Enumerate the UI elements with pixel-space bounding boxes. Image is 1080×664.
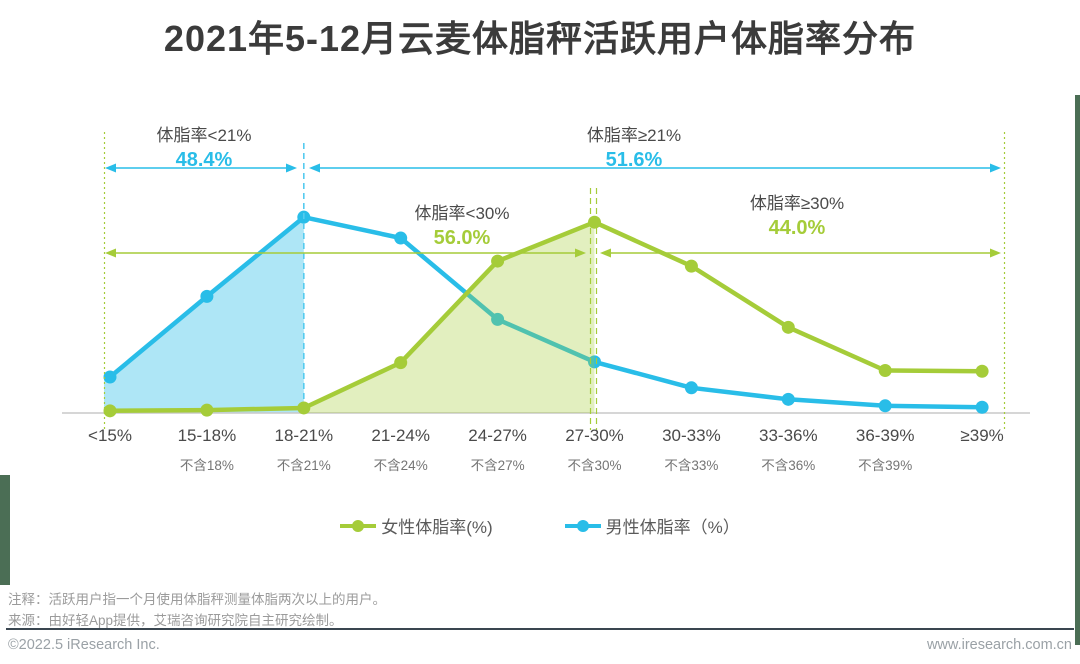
female-point bbox=[588, 215, 601, 229]
note-definition: 注释：活跃用户指一个月使用体脂秤测量体脂两次以上的用户。 bbox=[8, 592, 386, 607]
x-axis-label: 24-27% bbox=[468, 426, 527, 445]
annotation-male-gte21: 体脂率≥21% 51.6% bbox=[587, 121, 681, 172]
x-axis-label: <15% bbox=[88, 426, 132, 445]
annotation-value: 44.0% bbox=[768, 217, 826, 239]
chart-legend: 女性体脂率(%) 男性体脂率（%） bbox=[0, 513, 1080, 538]
annotation-value: 56.0% bbox=[433, 227, 491, 249]
annotation-label: 体脂率≥30% bbox=[749, 194, 845, 213]
x-axis-label: 18-21% bbox=[274, 426, 334, 445]
female-lt30-range-arrow-head bbox=[575, 248, 586, 258]
x-axis-sublabel: 不含33% bbox=[664, 458, 719, 473]
copyright-text: ©2022.5 iResearch Inc. bbox=[8, 637, 160, 653]
female-gte30-range-arrow-head bbox=[990, 248, 1001, 258]
male-point bbox=[781, 392, 795, 406]
female-line bbox=[107, 219, 985, 414]
right-edge-artifact bbox=[1075, 95, 1080, 645]
female-point bbox=[103, 404, 117, 418]
x-axis-sublabel: 不含39% bbox=[858, 458, 913, 473]
x-axis-label: 30-33% bbox=[662, 426, 721, 445]
male-point bbox=[200, 289, 214, 303]
annotation-male-lt21: 体脂率<21% 48.4% bbox=[157, 121, 252, 172]
annotation-label: 体脂率<30% bbox=[414, 204, 510, 223]
legend-item-female: 女性体脂率(%) bbox=[340, 513, 493, 538]
x-axis-sublabel: 不含27% bbox=[470, 458, 525, 473]
female-point bbox=[200, 403, 214, 417]
footer-divider bbox=[6, 628, 1074, 630]
x-axis-sublabel: 不含18% bbox=[179, 458, 234, 473]
left-edge-artifact bbox=[0, 475, 10, 585]
male-point bbox=[103, 370, 117, 384]
male-point bbox=[975, 400, 989, 414]
male-point bbox=[878, 399, 892, 413]
x-axis-sublabel: 不含36% bbox=[761, 458, 816, 473]
x-axis-label: 33-36% bbox=[758, 426, 818, 445]
female-series-marker-icon bbox=[340, 519, 377, 532]
male-point bbox=[394, 231, 408, 245]
legend-label-male: 男性体脂率（%） bbox=[605, 518, 740, 537]
x-axis-sublabel: 不含30% bbox=[567, 458, 622, 473]
annotation-value: 51.6% bbox=[605, 149, 663, 171]
male-lt21-range-arrow-head bbox=[286, 163, 297, 173]
x-axis-label: 27-30% bbox=[565, 426, 624, 445]
annotation-value: 48.4% bbox=[175, 149, 233, 171]
male-lt21-range-arrow-head bbox=[105, 163, 116, 173]
female-lt30-range-arrow-head bbox=[105, 248, 116, 258]
female-point bbox=[878, 364, 892, 378]
annotation-female-gte30: 体脂率≥30% 44.0% bbox=[750, 189, 844, 240]
male-area-fill bbox=[104, 217, 304, 413]
note-source: 来源：由好轻App提供，艾瑞咨询研究院自主研究绘制。 bbox=[8, 613, 343, 628]
female-point bbox=[684, 259, 698, 273]
page-title: 2021年5-12月云麦体脂秤活跃用户体脂率分布 bbox=[163, 18, 917, 59]
legend-item-male: 男性体脂率（%） bbox=[564, 513, 740, 538]
annotation-label: 体脂率≥21% bbox=[586, 126, 682, 145]
female-point bbox=[297, 401, 311, 415]
female-point bbox=[781, 320, 795, 334]
female-point bbox=[975, 364, 989, 378]
male-line bbox=[107, 214, 985, 410]
x-axis-label: 21-24% bbox=[371, 426, 430, 445]
male-point bbox=[491, 312, 505, 326]
female-area-fill bbox=[303, 222, 595, 413]
x-axis-label: 15-18% bbox=[177, 426, 237, 445]
male-point bbox=[684, 381, 698, 395]
male-series-marker-icon bbox=[564, 519, 601, 532]
x-axis-sublabel: 不含21% bbox=[276, 458, 331, 473]
website-url: www.iresearch.com.cn bbox=[926, 637, 1072, 653]
x-axis-label: ≥39% bbox=[960, 426, 1004, 445]
male-gte21-range-arrow-head bbox=[990, 163, 1001, 173]
x-axis-sublabel: 不含24% bbox=[373, 458, 428, 473]
annotation-label: 体脂率<21% bbox=[156, 126, 252, 145]
male-gte21-range-arrow-head bbox=[309, 163, 320, 173]
annotation-female-lt30: 体脂率<30% 56.0% bbox=[415, 199, 510, 250]
female-point bbox=[491, 254, 505, 268]
x-axis-label: 36-39% bbox=[855, 426, 915, 445]
female-point bbox=[394, 356, 408, 370]
female-gte30-range-arrow-head bbox=[600, 248, 611, 258]
legend-label-female: 女性体脂率(%) bbox=[381, 518, 493, 537]
male-point bbox=[588, 355, 601, 369]
